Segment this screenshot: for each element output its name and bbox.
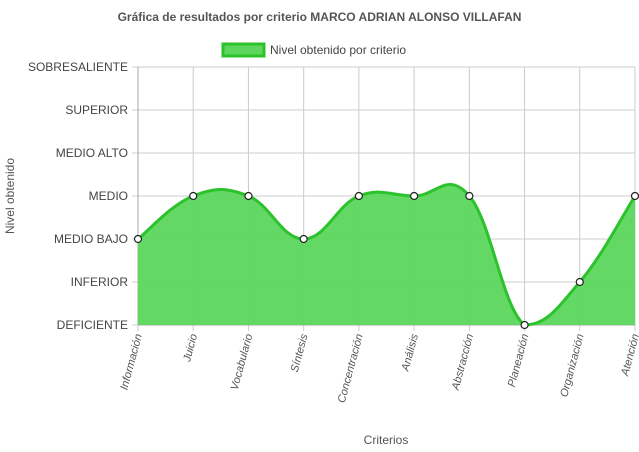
x-tick-label: Análisis bbox=[399, 332, 421, 373]
data-point-5[interactable] bbox=[354, 191, 363, 201]
data-point-3[interactable] bbox=[244, 191, 253, 201]
y-tick-label: MEDIO ALTO bbox=[56, 146, 128, 160]
series-line bbox=[137, 183, 637, 327]
y-tick-label: INFERIOR bbox=[71, 275, 129, 289]
x-tick-label: Información bbox=[118, 333, 144, 392]
x-tick-label: Vocabulario bbox=[229, 333, 256, 392]
data-points bbox=[133, 191, 639, 330]
data-point-4[interactable] bbox=[299, 234, 308, 244]
data-point-10[interactable] bbox=[630, 191, 639, 201]
data-point-7[interactable] bbox=[465, 191, 474, 201]
x-tick-label: Síntesis bbox=[289, 332, 311, 373]
data-point-2[interactable] bbox=[189, 191, 198, 201]
x-axis-title: Criterios bbox=[364, 433, 409, 447]
data-point-9[interactable] bbox=[575, 277, 584, 287]
y-axis-title: Nivel obtenido bbox=[3, 158, 17, 234]
x-tick-label: Concentración bbox=[336, 333, 366, 405]
x-axis-ticks: Información Juicio Vocabulario Síntesis Conc… bbox=[118, 332, 639, 404]
y-tick-label: MEDIO bbox=[89, 189, 128, 203]
series-area-fill bbox=[138, 184, 635, 325]
legend-swatch bbox=[221, 42, 266, 58]
legend[interactable]: Nivel obtenido por criterio bbox=[221, 42, 406, 58]
x-tick-label: Juicio bbox=[181, 333, 200, 364]
data-point-1[interactable] bbox=[133, 234, 143, 244]
x-tick-label: Abstracción bbox=[450, 333, 477, 393]
legend-label: Nivel obtenido por criterio bbox=[270, 43, 406, 57]
y-tick-label: SOBRESALIENTE bbox=[28, 60, 128, 74]
y-tick-label: DEFICIENTE bbox=[57, 318, 128, 332]
x-tick-label: Organización bbox=[558, 333, 586, 399]
x-tick-label: Atención bbox=[619, 333, 639, 378]
y-axis-ticks: DEFICIENTE INFERIOR MEDIO BAJO MEDIO MEDIO A… bbox=[28, 60, 128, 332]
y-tick-label: SUPERIOR bbox=[65, 103, 128, 117]
x-tick-label: Planeación bbox=[506, 333, 532, 389]
y-tick-label: MEDIO BAJO bbox=[54, 232, 128, 246]
chart-title: Gráfica de resultados por criterio MARCO… bbox=[118, 10, 522, 24]
data-point-6[interactable] bbox=[410, 191, 419, 201]
data-point-8[interactable] bbox=[520, 320, 529, 330]
plot-area bbox=[137, 183, 637, 327]
